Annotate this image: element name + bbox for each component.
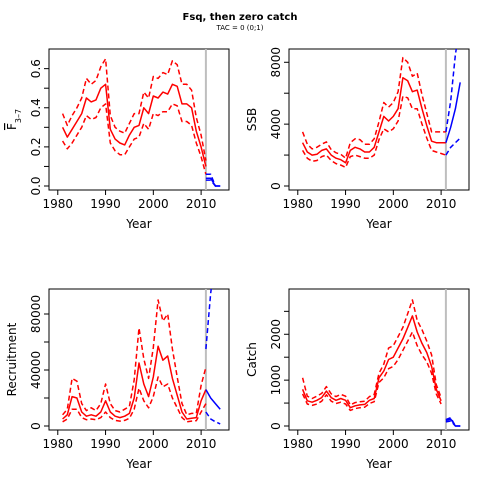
historic-upper-line [301,56,446,159]
historic-lower-line [62,376,207,423]
plot-area [61,49,221,190]
x-tick-label: 2010 [426,197,457,211]
y-axis-label-main: SSB [245,108,259,131]
historic-median-line [301,315,442,409]
figure-title: Fsq, then zero catch [183,12,298,23]
x-tick-label: 1980 [283,197,314,211]
historic-upper-line [61,58,207,161]
x-tick-label: 2000 [138,197,169,211]
historic-lower-line [61,103,207,175]
recruitment-panel: 1980 1990 2000 2010 0 40000 80000 Year Recruitme… [5,288,230,471]
x-tick-label: 2010 [186,197,217,211]
x-axis-label: Year [365,457,391,471]
y-tick-label: 0.6 [29,59,43,78]
f-panel: 1980 1990 2000 2010 0.0 0.2 0.4 0.6 Year F3–7 [5,48,230,231]
x-tick-label: 2000 [378,437,409,451]
historic-upper-line [301,299,442,406]
projection-upper-line [205,289,212,350]
plot-frame [48,48,230,191]
historic-lower-line [301,331,442,412]
y-tick-label: 0 [269,422,283,430]
x-tick-label: 1990 [330,197,361,211]
x-tick-label: 2010 [186,437,217,451]
catch-panel: 1980 1990 2000 2010 0 1000 2000 Year Catch [245,288,470,471]
historic-median-line [301,76,446,164]
y-tick-label: 80000 [29,295,43,333]
projection-median-line [445,82,461,143]
y-tick-label: 1000 [269,365,283,396]
y-axis-label: SSB [245,108,259,131]
historic-upper-line [62,299,207,416]
plot-frame [48,288,230,431]
y-tick-label: 40000 [29,351,43,389]
y-axis-label-sub: 3–7 [14,109,23,123]
y-axis-label-main: F [5,123,19,130]
historic-median-line [61,83,207,167]
plot-area [301,289,461,430]
y-tick-label: 4000 [269,109,283,140]
ssb-panel: 1980 1990 2000 2010 0 4000 8000 Year SSB [245,47,470,231]
projection-median-line [205,389,221,410]
plot-area [301,49,461,190]
projection-median-line [445,418,461,427]
historic-lower-line [301,95,447,169]
x-axis-label: Year [365,217,391,231]
x-axis-label: Year [125,457,151,471]
x-tick-label: 1990 [90,437,121,451]
y-tick-label: 0.0 [29,176,43,195]
projection-lower-line [205,411,221,425]
y-tick-label: 2000 [269,319,283,350]
x-tick-label: 1980 [283,437,314,451]
plot-frame [288,288,470,431]
y-tick-label: 0 [29,422,43,430]
projection-median-line [205,177,221,187]
y-axis-label-main: Catch [245,342,259,377]
x-tick-label: 1980 [43,197,74,211]
plot-area [62,289,221,430]
plot-frame [288,48,470,191]
y-axis-label: F3–7 [5,109,23,130]
x-tick-label: 1990 [330,437,361,451]
y-tick-label: 0.2 [29,137,43,156]
y-tick-label: 0.4 [29,98,43,117]
x-tick-label: 1990 [90,197,121,211]
y-axis-label: Recruitment [5,322,19,396]
y-tick-label: 0 [269,182,283,190]
x-tick-label: 2000 [138,437,169,451]
y-tick-label: 8000 [269,47,283,78]
y-axis-label: Catch [245,342,259,377]
historic-median-line [62,345,207,420]
x-axis-label: Year [125,217,151,231]
x-tick-label: 2000 [378,197,409,211]
figure-subtitle: TAC = 0 (0;1) [215,24,263,32]
x-tick-label: 2010 [426,437,457,451]
x-tick-label: 1980 [43,437,74,451]
projection-lower-line [445,137,461,156]
y-axis-label-main: Recruitment [5,322,19,396]
